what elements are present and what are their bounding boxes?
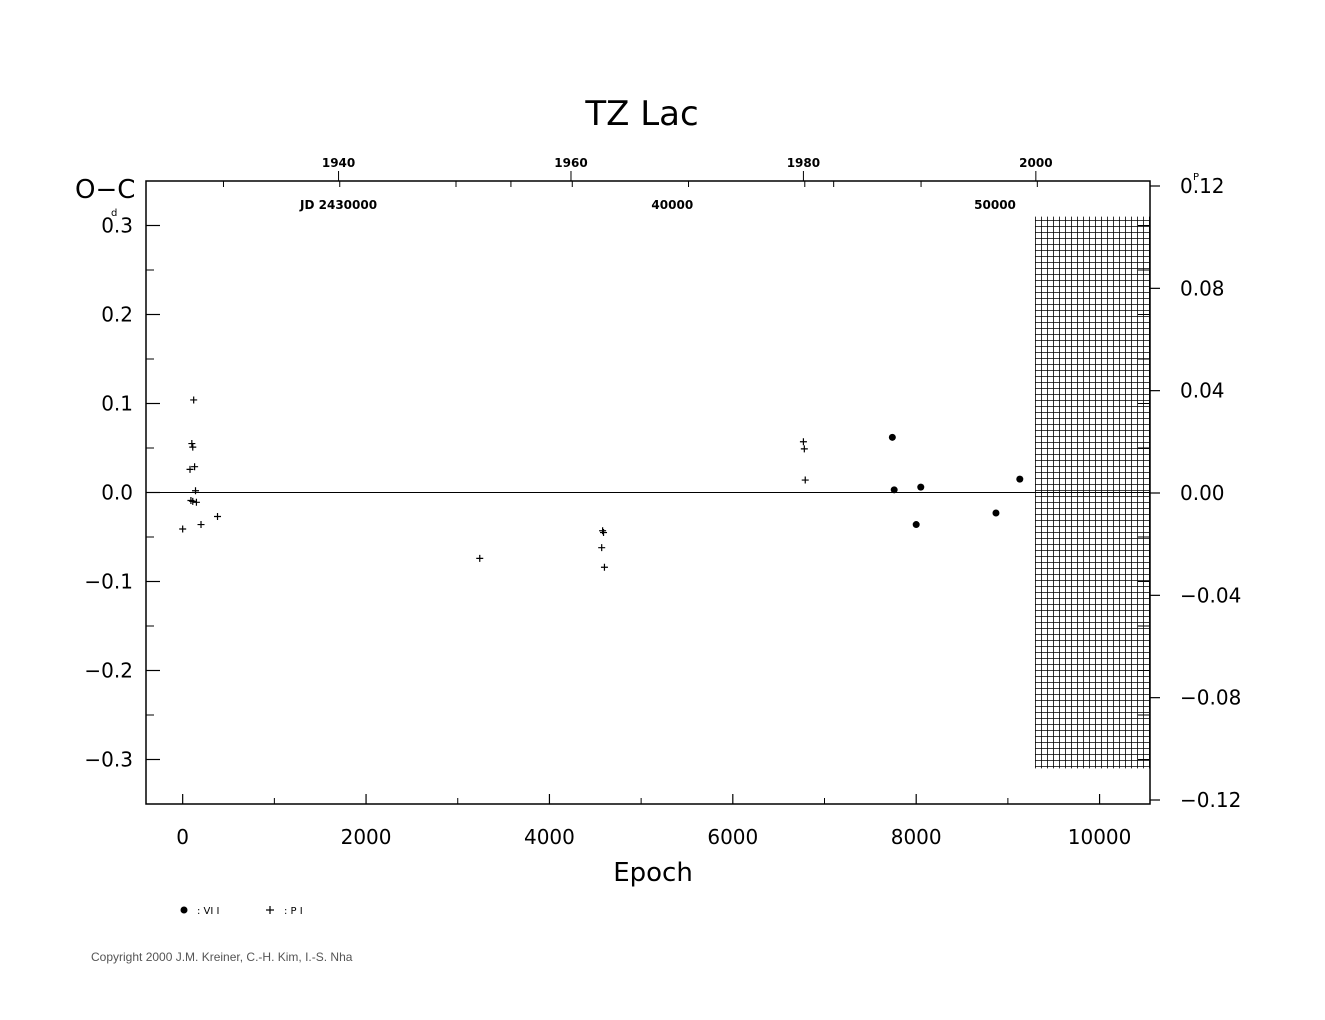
legend: : VI I : P I <box>180 906 303 917</box>
jd-label: 50000 <box>974 198 1016 212</box>
y-tick-label: 0.1 <box>101 392 133 416</box>
point-p-i <box>188 440 196 448</box>
point-p-i <box>801 476 809 484</box>
axis-tick-labels: 0 2000 4000 6000 8000 10000 0.3 0.2 0.1 0.0 −0.1 −0… <box>84 156 1241 849</box>
point-p-i <box>191 463 199 471</box>
point-p-i <box>476 554 484 562</box>
legend-label-plus: : P I <box>284 906 303 917</box>
point-p-i <box>189 497 197 505</box>
y-tick-label: 0.3 <box>101 214 133 238</box>
point-vi-i <box>917 483 925 491</box>
right-tick-label: 0.08 <box>1180 276 1225 300</box>
point-p-i <box>600 563 608 571</box>
right-tick-label: −0.12 <box>1180 788 1241 812</box>
point-p-i <box>189 443 197 451</box>
jd-label: 40000 <box>651 198 693 212</box>
point-vi-i <box>912 521 920 529</box>
point-p-i <box>187 497 195 505</box>
point-p-i <box>799 438 807 446</box>
point-vi-i <box>1016 475 1024 483</box>
point-p-i <box>599 527 607 535</box>
x-tick-label: 4000 <box>524 825 575 849</box>
y-axis-title: O−C <box>75 175 135 205</box>
right-tick-label: 0.04 <box>1180 379 1225 403</box>
x-axis-title: Epoch <box>613 858 693 888</box>
legend-label-dot: : VI I <box>197 906 219 917</box>
y-axis-unit: d <box>111 208 117 219</box>
copyright-notice: Copyright 2000 J.M. Kreiner, C.-H. Kim, … <box>91 950 353 964</box>
x-tick-label: 10000 <box>1068 825 1132 849</box>
point-p-i <box>800 445 808 453</box>
point-p-i <box>186 465 194 473</box>
data-points <box>179 396 1024 571</box>
x-tick-label: 2000 <box>341 825 392 849</box>
x-tick-label: 8000 <box>891 825 942 849</box>
y-tick-label: −0.2 <box>84 659 133 683</box>
year-label: 1960 <box>554 156 587 170</box>
point-vi-i <box>888 433 896 441</box>
right-tick-label: 0.00 <box>1180 481 1225 505</box>
y-tick-label: 0.2 <box>101 303 133 327</box>
right-tick-label: −0.08 <box>1180 686 1241 710</box>
year-label: 1940 <box>322 156 355 170</box>
axis-ticks <box>146 171 1160 804</box>
right-tick-label: −0.04 <box>1180 583 1241 607</box>
right-axis-unit: P <box>1193 172 1199 183</box>
right-tick-label: 0.12 <box>1180 174 1225 198</box>
point-p-i <box>600 529 608 537</box>
point-p-i <box>214 513 222 521</box>
chart-title: TZ Lac <box>584 94 698 134</box>
x-tick-label: 6000 <box>707 825 758 849</box>
point-vi-i <box>992 509 1000 517</box>
point-p-i <box>179 525 187 533</box>
point-p-i <box>190 396 198 404</box>
legend-dot-marker <box>180 906 188 914</box>
point-p-i <box>192 498 200 506</box>
y-tick-label: 0.0 <box>101 481 133 505</box>
jd-label: JD 2430000 <box>299 198 377 212</box>
year-label: 2000 <box>1019 156 1052 170</box>
legend-plus-marker <box>266 906 274 914</box>
point-vi-i <box>890 486 898 494</box>
point-p-i <box>192 487 200 495</box>
x-tick-label: 0 <box>176 825 189 849</box>
year-label: 1980 <box>787 156 820 170</box>
point-p-i <box>598 544 606 552</box>
y-tick-label: −0.1 <box>84 570 133 594</box>
y-tick-label: −0.3 <box>84 748 133 772</box>
point-p-i <box>197 521 205 529</box>
